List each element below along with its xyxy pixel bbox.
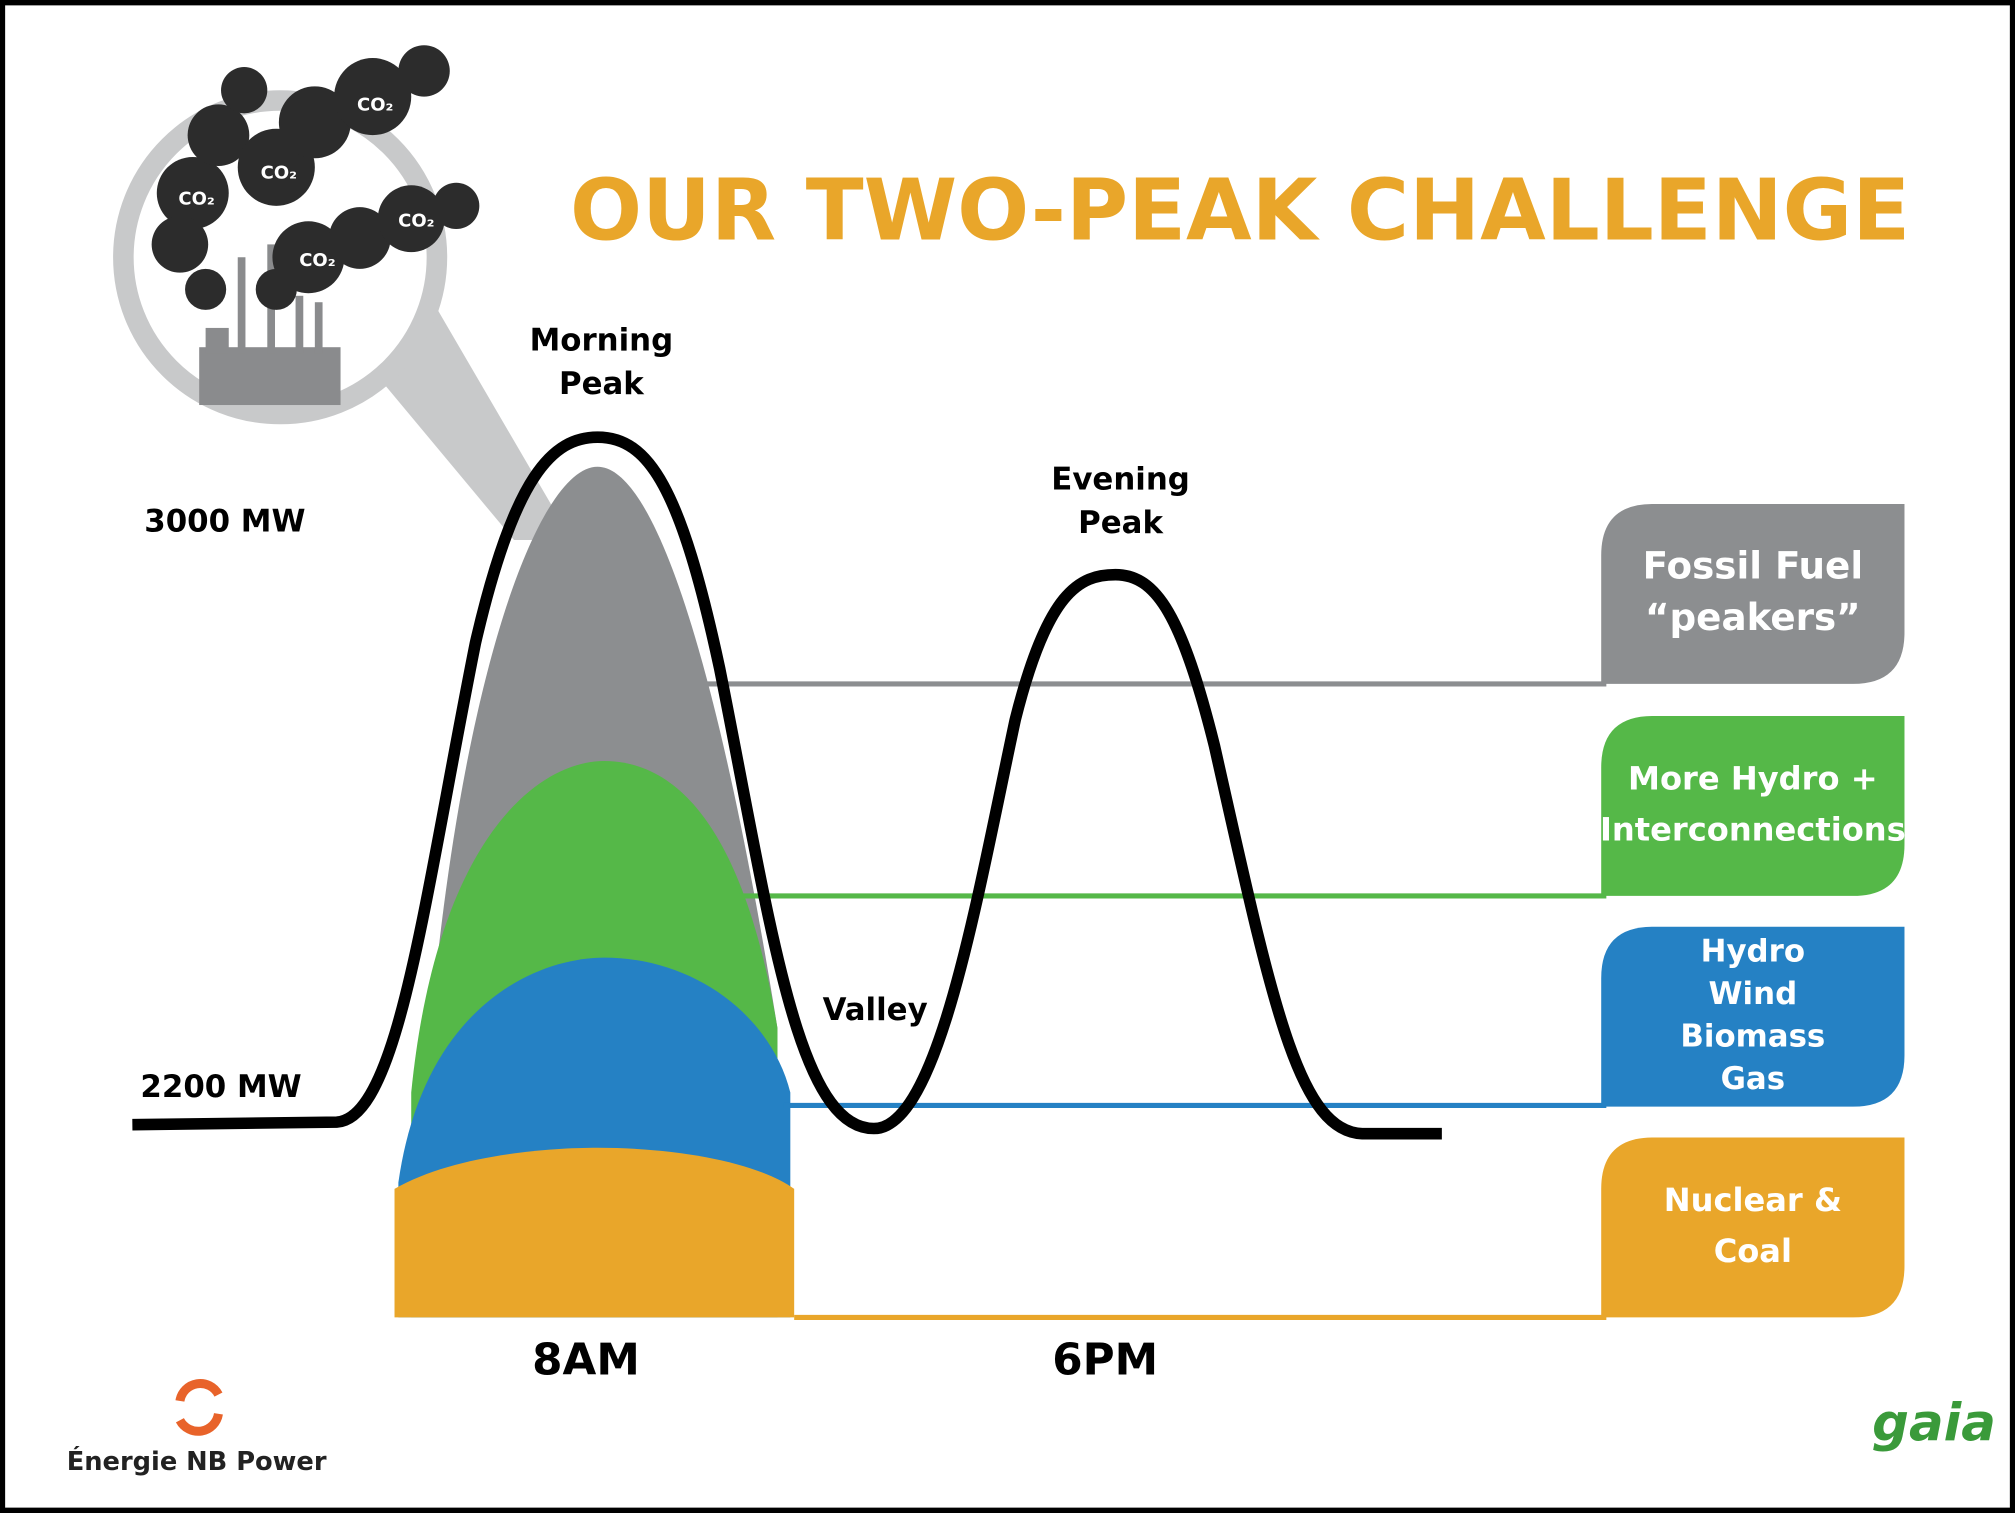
legend-label: Hydro [1701,934,1805,970]
legend-label: Coal [1714,1232,1792,1270]
legend-label: “peakers” [1645,595,1861,639]
co2-label: CO₂ [299,250,335,271]
smoke [151,45,480,310]
legend-label: Nuclear & [1664,1181,1842,1219]
legend-label: Wind [1709,976,1798,1012]
level-label: 2200 MW [140,1069,301,1105]
co2-label: CO₂ [261,163,297,184]
baseload-mound [394,1147,795,1318]
partner-logo: gaia [1872,1394,1996,1454]
legend-box [1601,926,1905,1107]
peak-label: Peak [1078,505,1164,541]
co2-label: CO₂ [178,188,214,209]
legend-box [1601,716,1905,896]
valley-label: Valley [823,992,928,1028]
legend-label: More Hydro + [1628,759,1878,797]
peak-label: Morning [530,323,674,359]
title: OUR TWO-PEAK CHALLENGE [570,162,1910,261]
peak-label: Peak [559,366,645,402]
legend-label: Interconnections [1600,811,1906,849]
legend-label: Biomass [1680,1018,1825,1054]
utility-name: Énergie NB Power [67,1445,327,1477]
co2-label: CO₂ [398,210,434,231]
time-label: 6PM [1052,1334,1158,1385]
co2-label: CO₂ [357,95,393,116]
legend-box [1601,1137,1905,1318]
level-lines [700,681,1607,1321]
legend-label: Gas [1721,1061,1785,1097]
time-label: 8AM [532,1334,640,1385]
legend-label: Fossil Fuel [1643,544,1864,588]
legend-box [1601,503,1905,684]
utility-logo [175,1379,223,1436]
demand-curve [132,431,1442,1140]
peak-label: Evening [1051,461,1190,497]
level-label: 3000 MW [144,504,305,540]
legend: Fossil Fuel “peakers” More Hydro + Intercon… [1600,503,1906,1318]
